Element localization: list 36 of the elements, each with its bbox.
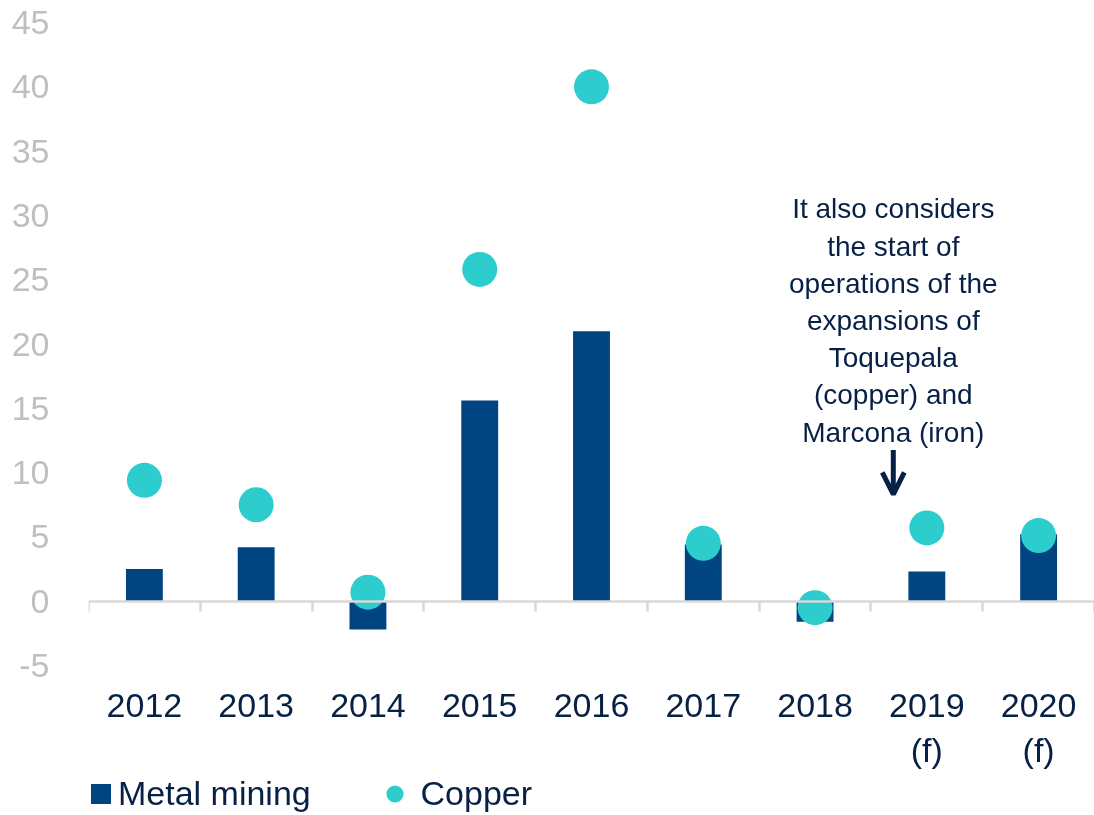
bar: [461, 400, 499, 602]
point: [1021, 518, 1057, 554]
x-tick-label: 2014: [330, 685, 406, 724]
y-tick-label: 45: [11, 3, 50, 41]
y-tick-label: 20: [11, 324, 50, 363]
bar: [237, 547, 275, 602]
x-tick-label: 2019 (f): [889, 685, 965, 770]
annotation: It also considers the start of operations of the expansions of Toquepala (copper) and Marcona (iron): [789, 193, 998, 448]
point: [574, 69, 609, 105]
y-tick-label: 5: [30, 517, 50, 556]
x-tick-label: 2020 (f): [1000, 685, 1077, 770]
x-tick-label: 2013: [218, 685, 294, 724]
x-tick-label: 2018: [777, 685, 853, 724]
legend-label: Copper: [420, 773, 533, 814]
x-tick-label: 2012: [106, 685, 183, 724]
bar: [908, 571, 946, 602]
point: [126, 462, 162, 498]
bar: [125, 569, 163, 602]
y-tick-label: 25: [11, 260, 50, 299]
y-tick-label: 30: [11, 195, 50, 234]
bar: [573, 331, 610, 602]
point: [909, 510, 945, 546]
point: [350, 574, 386, 610]
y-tick-label: 40: [11, 67, 50, 106]
y-tick-label: 10: [11, 453, 50, 492]
legend-label: Metal mining: [118, 774, 311, 813]
point: [462, 251, 498, 287]
y-tick-label: 35: [11, 131, 50, 170]
y-tick-label: 0: [30, 581, 50, 620]
x-tick-label: 2017: [665, 685, 742, 724]
x-tick-label: 2016: [553, 685, 630, 724]
y-tick-label: 15: [11, 388, 50, 427]
point: [685, 525, 721, 561]
point: [238, 487, 274, 523]
y-tick-label: -5: [19, 646, 50, 684]
x-tick-label: 2015: [441, 685, 518, 724]
